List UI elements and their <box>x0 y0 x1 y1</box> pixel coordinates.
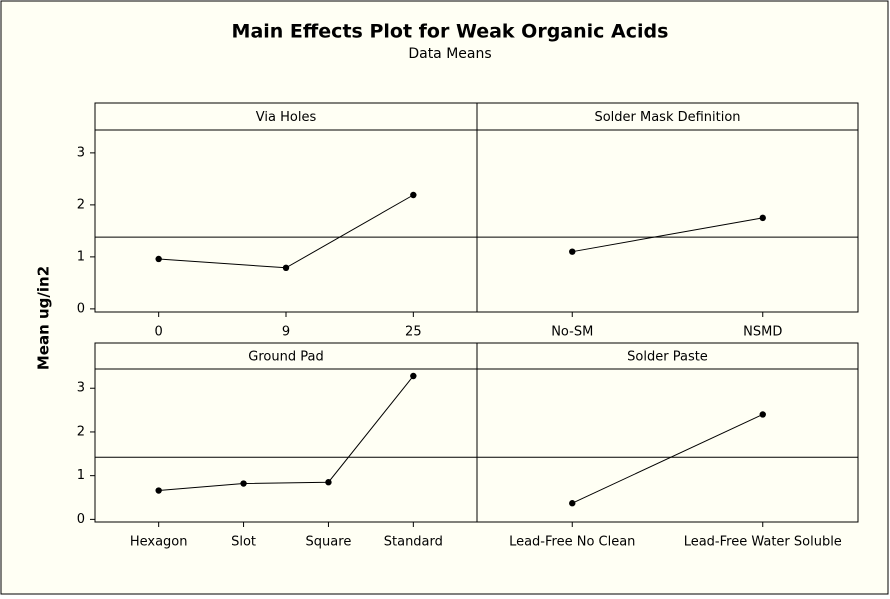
panel-strip <box>94 342 478 370</box>
data-point <box>569 248 576 255</box>
data-line <box>572 414 763 504</box>
y-tick-label: 0 <box>77 301 85 316</box>
data-line <box>572 217 763 253</box>
data-point <box>155 487 162 494</box>
data-point <box>759 411 766 418</box>
y-tick-label: 2 <box>77 424 85 439</box>
data-point <box>410 191 417 199</box>
x-tick-label: Lead-Free Water Soluble <box>684 535 842 550</box>
panel-title: Solder Mask Definition <box>594 110 740 125</box>
x-tick-label: NSMD <box>743 325 782 340</box>
panel-title: Solder Paste <box>627 350 708 365</box>
x-tick-label: No-SM <box>551 325 593 340</box>
data-point <box>282 264 290 271</box>
x-tick-label: Hexagon <box>130 535 188 550</box>
x-tick-label: Lead-Free No Clean <box>509 535 635 550</box>
panel-strip <box>476 342 859 370</box>
panel-title: Via Holes <box>256 110 317 125</box>
panel-strip <box>94 102 478 131</box>
y-tick-label: 3 <box>77 145 85 160</box>
y-axis-label: Mean ug/in2 <box>35 266 53 370</box>
data-point <box>155 255 162 263</box>
y-tick-label: 1 <box>77 468 85 483</box>
data-point <box>569 500 576 507</box>
y-tick-label: 1 <box>77 249 85 264</box>
data-point <box>410 372 417 380</box>
data-point <box>240 480 247 487</box>
data-point <box>759 214 766 222</box>
x-tick-label: 0 <box>155 325 163 340</box>
x-tick-label: 25 <box>405 325 422 340</box>
y-tick-label: 3 <box>77 381 85 396</box>
x-tick-label: Square <box>306 535 352 550</box>
x-tick-label: Standard <box>384 535 443 550</box>
data-line <box>158 375 414 492</box>
y-tick-label: 0 <box>77 512 85 527</box>
x-tick-label: Slot <box>231 535 256 550</box>
x-tick-label: 9 <box>282 325 290 340</box>
panel-title: Ground Pad <box>248 350 323 365</box>
chart-subtitle: Data Means <box>408 46 491 62</box>
chart-title: Main Effects Plot for Weak Organic Acids <box>232 21 669 43</box>
panel-strip <box>476 102 859 131</box>
y-tick-label: 2 <box>77 197 85 212</box>
data-point <box>325 479 332 486</box>
